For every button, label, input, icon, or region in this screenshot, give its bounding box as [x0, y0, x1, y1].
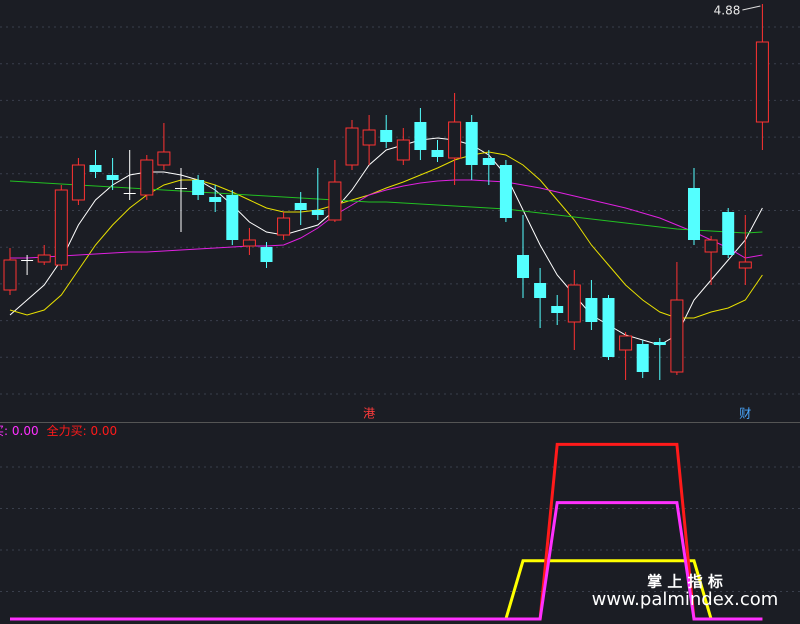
candle-body — [636, 344, 649, 372]
indicator-line — [10, 501, 763, 621]
candle-body — [414, 122, 427, 150]
candle-body — [3, 259, 17, 291]
candle-body — [431, 150, 444, 157]
candle-body — [21, 260, 34, 261]
candle-body — [517, 255, 529, 278]
high-label: 4.88 — [714, 4, 741, 18]
watermark-title: 掌 上 指 标 — [647, 573, 723, 591]
candle-body — [328, 181, 342, 221]
candle-body — [448, 121, 462, 159]
candle-body — [499, 165, 512, 218]
candle-body — [567, 284, 581, 323]
legend-entry: 全力买: 0.00 — [47, 423, 118, 438]
legend-entry: 买: 0.00 — [0, 424, 39, 438]
candle-body — [226, 195, 239, 240]
moving-average — [10, 179, 763, 259]
legend-value: 0.00 — [90, 424, 117, 438]
watermark-url: www.palmindex.com — [592, 589, 779, 610]
candle-body — [396, 139, 410, 161]
candle-body — [602, 298, 615, 357]
candle-body — [345, 127, 359, 166]
candle-body — [362, 129, 376, 146]
candle-body — [755, 41, 769, 123]
candle-body — [722, 212, 735, 255]
candle-body — [653, 342, 666, 345]
event-marker: 港 — [363, 407, 375, 421]
candle-body — [175, 188, 187, 189]
candle-body — [551, 306, 564, 313]
candle-body — [140, 159, 154, 196]
moving-average — [9, 180, 763, 234]
candle-body — [670, 299, 684, 373]
candle-body — [311, 210, 324, 215]
candle-body — [260, 247, 273, 262]
candle-body — [738, 261, 752, 269]
candle-body — [585, 298, 598, 322]
grid — [0, 26, 800, 592]
candle-body — [157, 151, 171, 166]
moving-average — [9, 151, 763, 319]
candle-body — [209, 197, 222, 202]
legend-value: 0.00 — [12, 424, 39, 438]
candle-body — [380, 130, 393, 142]
candle-body — [277, 217, 291, 236]
event-marker: 财 — [739, 407, 751, 421]
candle-body — [54, 189, 68, 266]
candle-body — [482, 158, 495, 165]
high-pointer — [742, 5, 761, 11]
candle-body — [37, 254, 51, 263]
candle-body — [465, 122, 478, 165]
candle-body — [89, 165, 102, 172]
candle-body — [688, 188, 700, 240]
moving-average — [9, 137, 763, 346]
legend-name: 买: — [0, 424, 8, 438]
candle-body — [619, 335, 633, 351]
candle-body — [242, 239, 256, 247]
legend-name: 全力买: — [47, 423, 87, 438]
candle-body — [534, 283, 547, 298]
candle-body — [192, 180, 205, 195]
candle-body — [71, 164, 85, 201]
candle-body — [106, 175, 119, 180]
candle-body — [704, 239, 718, 253]
candle-body — [294, 203, 307, 210]
candle-body — [123, 193, 136, 194]
